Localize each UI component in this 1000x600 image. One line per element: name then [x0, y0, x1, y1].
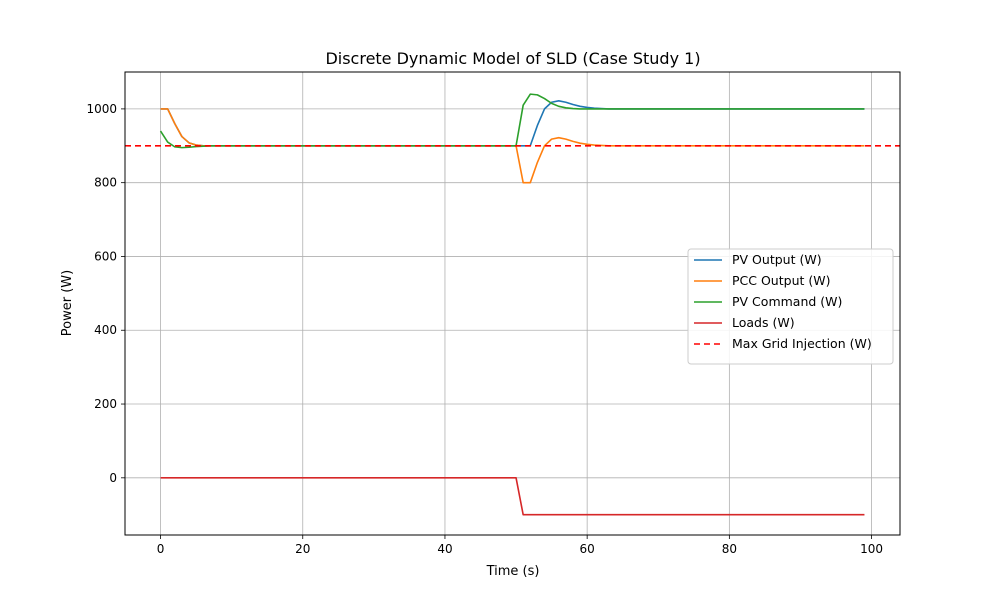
pv-command-line — [159, 93, 865, 149]
y-tick-label: 600 — [94, 249, 117, 263]
x-tick-label: 40 — [437, 542, 452, 556]
legend-label-pv-output: PV Output (W) — [732, 252, 822, 267]
y-tick-label: 0 — [109, 471, 117, 485]
x-tick-label: 0 — [157, 542, 165, 556]
x-axis-label: Time (s) — [486, 564, 540, 579]
y-tick-label: 400 — [94, 323, 117, 337]
legend-label-max-grid-injection: Max Grid Injection (W) — [732, 336, 872, 351]
loads-line — [160, 477, 865, 516]
y-tick-label: 1000 — [86, 102, 117, 116]
x-tick-label: 80 — [722, 542, 737, 556]
series-layer — [125, 93, 900, 516]
x-tick-label: 60 — [580, 542, 595, 556]
legend: PV Output (W) PCC Output (W) PV Command (W… — [687, 248, 894, 365]
chart-title: Discrete Dynamic Model of SLD (Case Stud… — [325, 49, 700, 68]
legend-box — [687, 248, 894, 365]
y-tick-label: 200 — [94, 397, 117, 411]
legend-label-pv-command: PV Command (W) — [732, 294, 842, 309]
y-axis-label: Power (W) — [60, 270, 75, 336]
x-tick-label: 20 — [295, 542, 310, 556]
plot-frame — [124, 71, 901, 536]
y-tick-label: 800 — [94, 176, 117, 190]
legend-label-pcc-output: PCC Output (W) — [732, 273, 830, 288]
legend-label-loads: Loads (W) — [732, 315, 795, 330]
x-tick-label: 100 — [860, 542, 883, 556]
